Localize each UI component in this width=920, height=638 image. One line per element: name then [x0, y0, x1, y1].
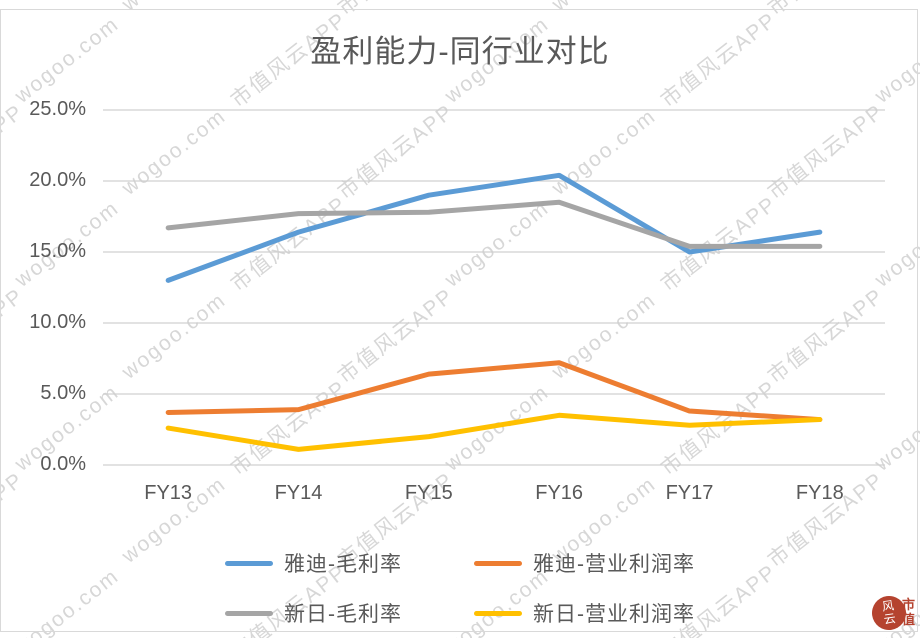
legend-line-marker — [225, 560, 273, 566]
legend-item: 新日-营业利润率 — [474, 598, 695, 628]
legend-item: 新日-毛利率 — [225, 598, 402, 628]
legend-label: 新日-营业利润率 — [533, 603, 695, 626]
x-tick-label: FY15 — [404, 482, 453, 504]
y-tick-label: 15.0% — [29, 240, 86, 262]
legend-label: 雅迪-毛利率 — [284, 553, 402, 576]
series-line — [165, 360, 823, 423]
x-tick-label: FY17 — [665, 482, 714, 504]
legend-label: 雅迪-营业利润率 — [533, 553, 695, 576]
series-line — [165, 172, 823, 283]
y-tick-label: 5.0% — [40, 382, 86, 404]
legend-item: 雅迪-营业利润率 — [474, 548, 695, 578]
chart-title: 盈利能力-同行业对比 — [310, 34, 610, 69]
legend-item: 雅迪-毛利率 — [225, 548, 402, 578]
series-line — [165, 199, 823, 249]
brand-seal-text: 风云 — [881, 598, 897, 627]
legend-label: 新日-毛利率 — [284, 603, 402, 626]
y-tick-label: 0.0% — [40, 453, 86, 475]
brand-logo-text: 市值 — [901, 597, 915, 627]
series-line — [165, 412, 823, 452]
brand-logo: 风云 市值 — [869, 593, 916, 633]
legend-line-marker — [474, 560, 522, 566]
y-tick-label: 25.0% — [29, 98, 86, 120]
chart-legend: 雅迪-毛利率 雅迪-营业利润率新日-毛利率 新日-营业利润率 — [225, 548, 695, 628]
y-tick-label: 20.0% — [29, 169, 86, 191]
y-tick-label: 10.0% — [29, 311, 86, 333]
x-tick-label: FY13 — [144, 482, 193, 504]
x-tick-label: FY16 — [535, 482, 584, 504]
legend-line-marker — [225, 610, 273, 616]
legend-line-marker — [474, 610, 522, 616]
x-tick-label: FY18 — [795, 482, 844, 504]
x-tick-label: FY14 — [274, 482, 323, 504]
